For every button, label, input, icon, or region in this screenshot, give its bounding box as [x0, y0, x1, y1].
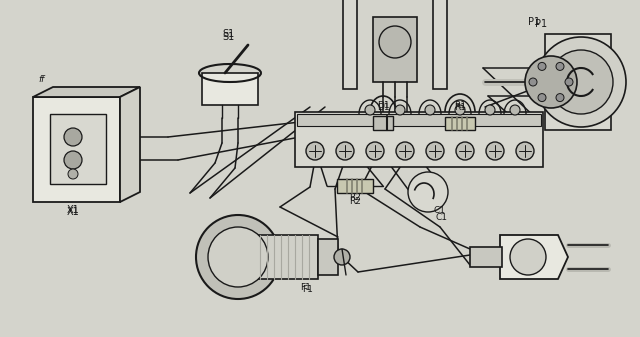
Text: R2: R2: [349, 193, 361, 203]
Text: X1: X1: [67, 207, 79, 217]
Circle shape: [538, 62, 546, 70]
Bar: [258, 235, 318, 279]
Text: f: f: [40, 75, 43, 85]
Circle shape: [395, 105, 405, 115]
Text: S1: S1: [222, 29, 234, 39]
Polygon shape: [343, 0, 447, 89]
Circle shape: [64, 128, 82, 146]
Polygon shape: [120, 87, 140, 202]
Circle shape: [538, 94, 546, 101]
Bar: [337, 179, 373, 193]
Circle shape: [408, 172, 448, 212]
Circle shape: [68, 169, 78, 179]
Circle shape: [365, 105, 375, 115]
Text: D1: D1: [377, 103, 389, 113]
Circle shape: [208, 227, 268, 287]
Circle shape: [366, 142, 384, 160]
Text: R2: R2: [349, 197, 361, 206]
Circle shape: [536, 37, 626, 127]
Circle shape: [556, 62, 564, 70]
Text: f: f: [38, 75, 41, 84]
Polygon shape: [33, 97, 120, 202]
Text: X1: X1: [67, 205, 79, 215]
Bar: [445, 117, 475, 130]
Text: D1: D1: [377, 101, 389, 110]
Circle shape: [525, 56, 577, 108]
Text: C1: C1: [434, 206, 446, 215]
Text: F1: F1: [301, 282, 312, 292]
Circle shape: [334, 249, 350, 265]
Text: R1: R1: [454, 101, 466, 110]
Circle shape: [379, 26, 411, 58]
Circle shape: [516, 142, 534, 160]
Text: F1: F1: [303, 285, 314, 294]
Bar: [470, 247, 502, 267]
Circle shape: [196, 215, 280, 299]
Circle shape: [565, 78, 573, 86]
Circle shape: [64, 151, 82, 169]
Circle shape: [486, 142, 504, 160]
Circle shape: [510, 239, 546, 275]
Circle shape: [529, 78, 537, 86]
Text: P1: P1: [528, 17, 540, 27]
Text: P1: P1: [535, 19, 547, 29]
Circle shape: [306, 142, 324, 160]
Polygon shape: [373, 17, 417, 82]
Circle shape: [456, 142, 474, 160]
Polygon shape: [202, 73, 258, 105]
Circle shape: [425, 105, 435, 115]
Circle shape: [485, 105, 495, 115]
Polygon shape: [297, 114, 541, 126]
Text: S1: S1: [222, 32, 234, 42]
Polygon shape: [33, 87, 140, 97]
Bar: [373, 116, 393, 130]
Polygon shape: [295, 112, 543, 167]
Circle shape: [336, 142, 354, 160]
Circle shape: [396, 142, 414, 160]
Bar: [318, 239, 338, 275]
Text: R1: R1: [454, 103, 466, 113]
Circle shape: [510, 105, 520, 115]
Circle shape: [556, 94, 564, 101]
Circle shape: [549, 50, 613, 114]
Polygon shape: [50, 114, 106, 184]
Circle shape: [455, 105, 465, 115]
Polygon shape: [545, 34, 611, 130]
Text: C1: C1: [436, 213, 448, 221]
Circle shape: [426, 142, 444, 160]
Polygon shape: [500, 235, 568, 279]
